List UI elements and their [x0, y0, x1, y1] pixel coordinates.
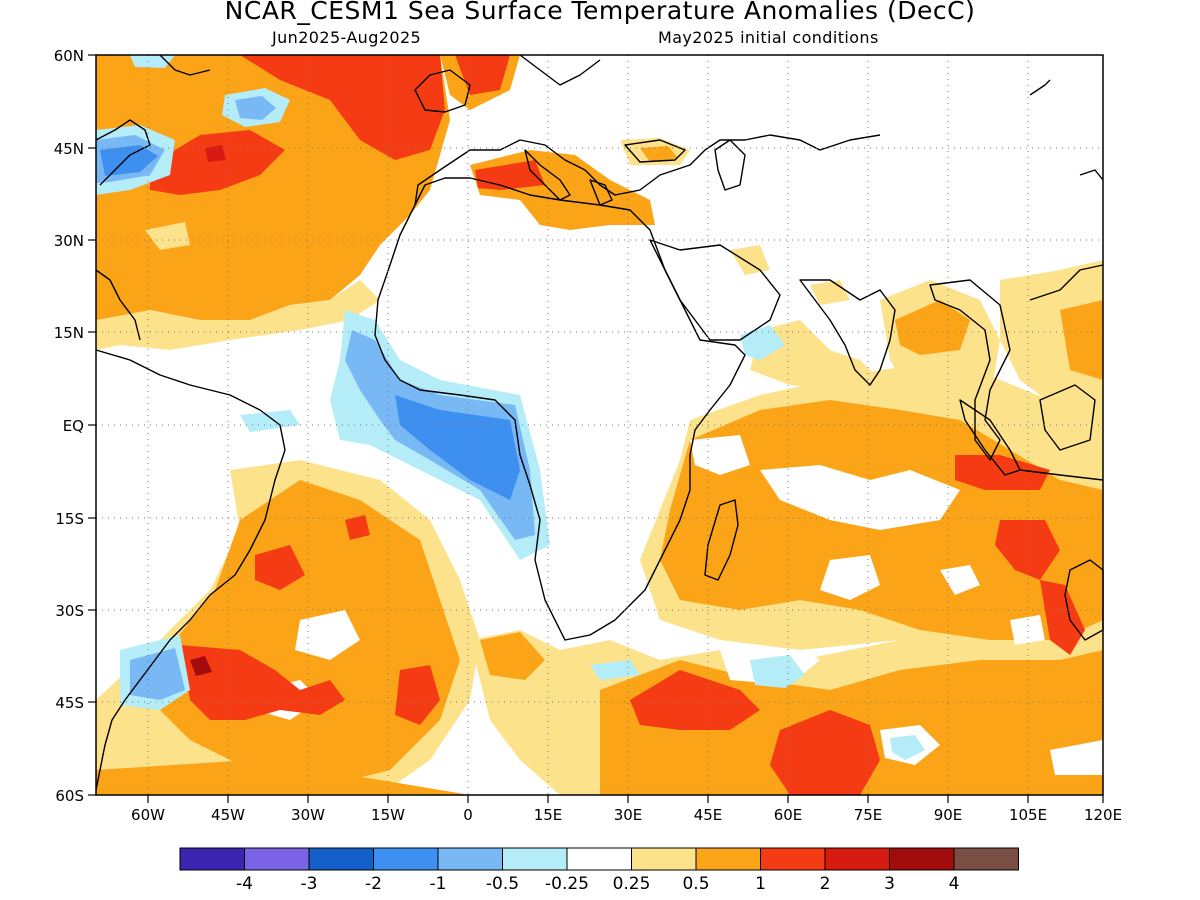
colorbar-label: 2: [820, 874, 831, 894]
colorbar-label: -4: [236, 874, 253, 894]
lon-label: 105E: [1009, 806, 1047, 824]
colorbar-swatch: [824, 847, 890, 871]
colorbar-label: 0.25: [613, 874, 651, 894]
colorbar-swatch: [437, 847, 503, 871]
lat-tick-marks: [88, 54, 96, 796]
forecast-period: Jun2025-Aug2025: [272, 28, 422, 47]
colorbar-label: -1: [430, 874, 447, 894]
lat-label: 45S: [55, 694, 84, 712]
map-title: NCAR_CESM1 Sea Surface Temperature Anoma…: [224, 0, 976, 25]
colorbar-label: 1: [755, 874, 766, 894]
colorbar-swatch: [695, 847, 761, 871]
lon-label: 60E: [774, 806, 803, 824]
lon-tick-marks: [147, 795, 1104, 803]
lon-label: 60W: [131, 806, 165, 824]
colorbar-label: 4: [949, 874, 960, 894]
lon-label: 45W: [211, 806, 245, 824]
lon-label: 15E: [534, 806, 563, 824]
colorbar-swatch: [373, 847, 439, 871]
colorbar-swatch: [308, 847, 374, 871]
colorbar-swatch: [889, 847, 955, 871]
colorbar-swatch: [631, 847, 697, 871]
colorbar-label: -0.5: [486, 874, 519, 894]
lon-label: 75E: [854, 806, 883, 824]
colorbar-label: 0.5: [682, 874, 709, 894]
lon-label: 90E: [934, 806, 963, 824]
lon-label: 15W: [371, 806, 405, 824]
colorbar-swatch: [566, 847, 632, 871]
coastlines: [95, 54, 1104, 791]
lon-label: 0: [463, 806, 473, 824]
lat-label: 30S: [55, 602, 84, 620]
colorbar-swatch: [502, 847, 568, 871]
lat-label: 15S: [55, 510, 84, 528]
lat-label: 30N: [54, 232, 84, 250]
colorbar-label: -3: [301, 874, 318, 894]
initial-conditions: May2025 initial conditions: [658, 28, 879, 47]
colorbar: -4 -3 -2 -1 -0.5 -0.25 0.25 0.5 1 2 3 4: [179, 847, 1019, 894]
lat-label: EQ: [63, 417, 84, 435]
colorbar-swatch: [953, 847, 1019, 871]
lat-label: 15N: [54, 324, 84, 342]
colorbar-swatch: [760, 847, 826, 871]
lon-label: 30E: [614, 806, 643, 824]
colorbar-swatch: [244, 847, 310, 871]
lon-label: 120E: [1084, 806, 1122, 824]
lon-label: 30W: [291, 806, 325, 824]
lon-label: 45E: [694, 806, 723, 824]
lat-label: 60S: [55, 787, 84, 805]
colorbar-swatch: [179, 847, 245, 871]
lat-label: 60N: [54, 47, 84, 65]
colorbar-label: 3: [884, 874, 895, 894]
colorbar-label: -2: [365, 874, 382, 894]
colorbar-label: -0.25: [545, 874, 589, 894]
anomaly-field: [96, 55, 1103, 795]
lat-label: 45N: [54, 140, 84, 158]
